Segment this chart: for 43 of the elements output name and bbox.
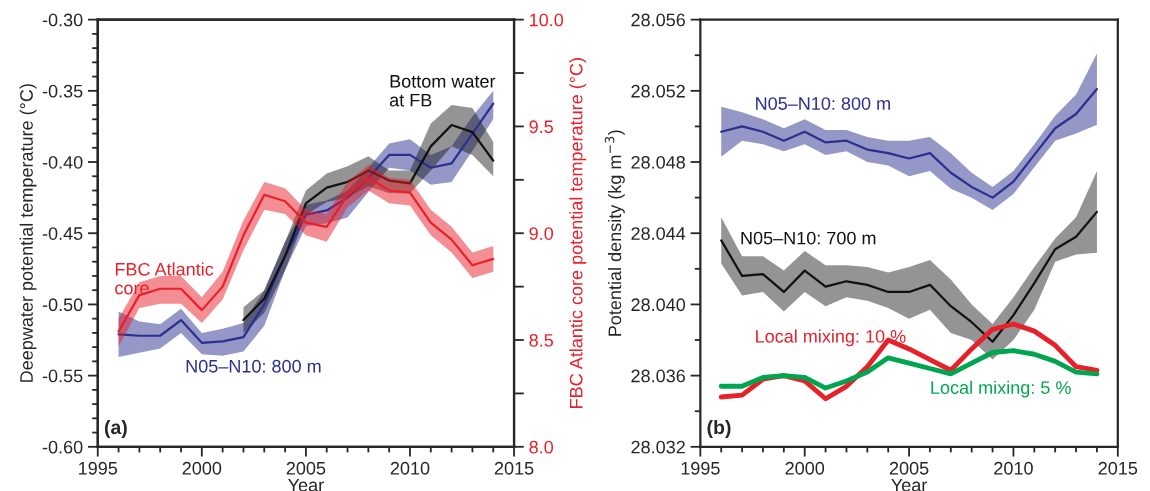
- x-tick-label: 2005: [286, 461, 326, 475]
- series-label: N05–N10: 800 m: [186, 359, 321, 373]
- y2-tick-label: 10.0: [530, 13, 564, 27]
- x-tick-label: 2000: [785, 461, 825, 475]
- x-tick-label: 2000: [182, 461, 222, 475]
- series-label: N05–N10: 700 m: [741, 231, 876, 245]
- y2-tick-label: 9.0: [529, 227, 554, 240]
- y-tick-label: -0.50: [42, 298, 83, 312]
- y-tick-label: -0.45: [42, 227, 83, 240]
- x-tick-label: 1995: [681, 461, 720, 475]
- x-tick-label: 2010: [994, 461, 1033, 475]
- x-axis-title: Year: [891, 478, 928, 491]
- x-tick-label: 2015: [494, 461, 534, 475]
- y2-tick-label: 8.0: [529, 440, 554, 454]
- series-label: N05–N10: 800 m: [756, 97, 890, 110]
- y-axis-title: Potential density (kg m$^{−3}$): [604, 130, 625, 336]
- y-tick-label: 28.036: [631, 369, 685, 383]
- y2-tick-label: 8.5: [529, 333, 553, 347]
- line-series: [720, 87, 1099, 199]
- x-axis-title: Year: [288, 478, 324, 491]
- y-tick-label: 28.044: [631, 227, 686, 240]
- y-tick-label: 28.032: [631, 440, 685, 454]
- series-label: Local mixing: 10 %: [756, 329, 906, 347]
- x-tick-label: 2015: [1098, 461, 1138, 475]
- x-tick-label: 2010: [390, 461, 430, 475]
- series-label: Local mixing: 5 %: [931, 380, 1071, 398]
- y-tick-label: -0.35: [42, 84, 83, 98]
- y-tick-label: -0.30: [42, 13, 83, 27]
- y-tick-label: 28.048: [631, 155, 685, 169]
- y-tick-label: 28.052: [631, 84, 685, 98]
- y2-axis-title: FBC Atlantic core potential temperature (°C): [569, 58, 587, 408]
- x-tick-label: 2005: [889, 461, 929, 475]
- y-tick-label: -0.55: [42, 369, 83, 383]
- y-tick-label: -0.40: [42, 155, 83, 169]
- x-tick-label: 1995: [79, 461, 118, 475]
- y-tick-label: 28.056: [631, 13, 685, 27]
- y-tick-label: 28.040: [631, 298, 686, 312]
- annotation: (a): [104, 419, 127, 439]
- y-axis-title: Deepwater potential temperature (°C): [19, 84, 37, 382]
- y-tick-label: -0.60: [42, 440, 83, 454]
- series-label: Bottom water at FB: [389, 75, 496, 107]
- annotation: (b): [707, 419, 731, 439]
- y2-tick-label: 9.5: [529, 120, 553, 134]
